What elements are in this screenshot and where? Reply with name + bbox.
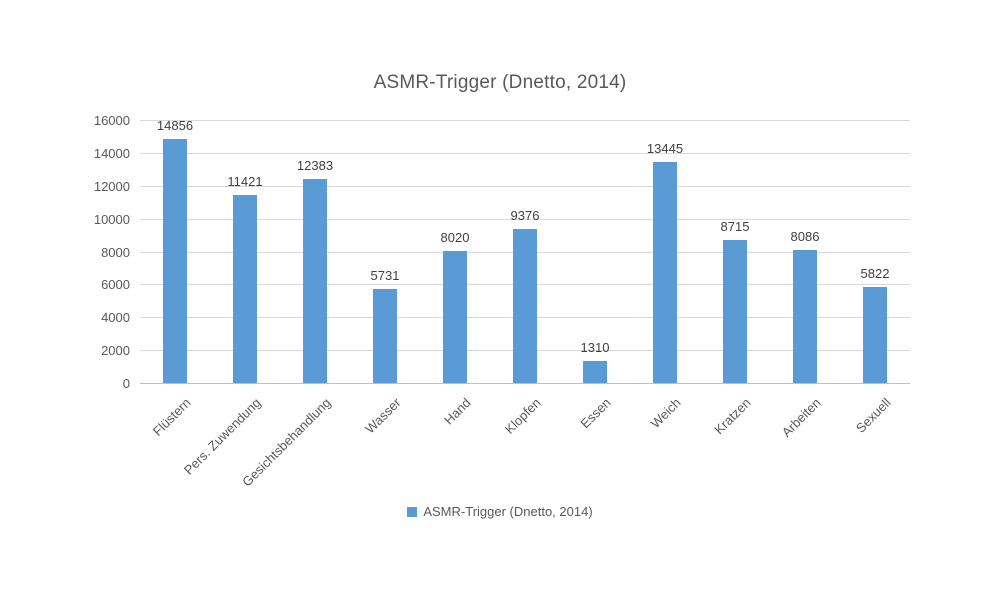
x-axis-line — [140, 383, 910, 384]
bar-value-label: 5822 — [860, 266, 890, 282]
bar-value-label: 8020 — [440, 230, 470, 246]
legend-label: ASMR-Trigger (Dnetto, 2014) — [423, 504, 593, 519]
y-axis-tick-label: 14000 — [93, 145, 130, 161]
gridline — [140, 185, 910, 187]
bar-value-label: 9376 — [510, 207, 540, 223]
bar — [863, 287, 887, 383]
legend-swatch-icon — [407, 506, 418, 517]
bar — [373, 288, 397, 383]
bar — [163, 138, 187, 383]
bar-value-label: 13445 — [646, 140, 684, 156]
y-axis-tick-label: 12000 — [93, 178, 130, 194]
bar — [723, 239, 747, 383]
y-axis-tick-label: 8000 — [101, 244, 130, 260]
bar-value-label: 8715 — [720, 218, 750, 234]
y-axis-tick-label: 4000 — [101, 310, 130, 326]
bar-value-label: 11421 — [227, 174, 263, 190]
y-axis-tick-label: 10000 — [93, 211, 130, 227]
x-axis-category-label: Arbeiten — [778, 395, 824, 440]
bar — [653, 161, 677, 383]
bar-value-label: 5731 — [370, 267, 400, 283]
y-axis-tick-label: 6000 — [101, 277, 130, 293]
y-axis-tick-label: 16000 — [93, 113, 130, 128]
bar — [303, 179, 327, 383]
x-axis-category-label: Weich — [647, 395, 684, 431]
bar — [443, 251, 467, 383]
bar-value-label: 14856 — [156, 117, 194, 133]
x-axis-category-label: Kratzen — [711, 395, 754, 438]
bar — [793, 250, 817, 383]
bar — [233, 195, 257, 383]
y-axis-tick-label: 2000 — [101, 343, 130, 359]
chart-title: ASMR-Trigger (Dnetto, 2014) — [373, 72, 627, 93]
y-axis-tick-label: 0 — [122, 376, 130, 391]
x-axis-category-label: Sexuell — [852, 395, 894, 436]
x-axis-category-label: Essen — [577, 395, 614, 432]
bar-value-label: 1310 — [580, 340, 610, 356]
x-axis-category-label: Hand — [441, 395, 474, 428]
gridline — [140, 152, 910, 154]
x-axis-category-label: Klopfen — [501, 395, 544, 437]
bar — [513, 228, 537, 383]
bar-value-label: 8086 — [790, 229, 820, 245]
gridline — [140, 120, 910, 121]
x-axis-category-label: Flüstern — [149, 395, 194, 439]
bar-value-label: 12383 — [296, 158, 334, 174]
legend: ASMR-Trigger (Dnetto, 2014) — [0, 504, 1000, 519]
x-axis-category-label: Wasser — [362, 395, 404, 437]
gridline — [140, 218, 910, 220]
bar — [583, 361, 607, 383]
